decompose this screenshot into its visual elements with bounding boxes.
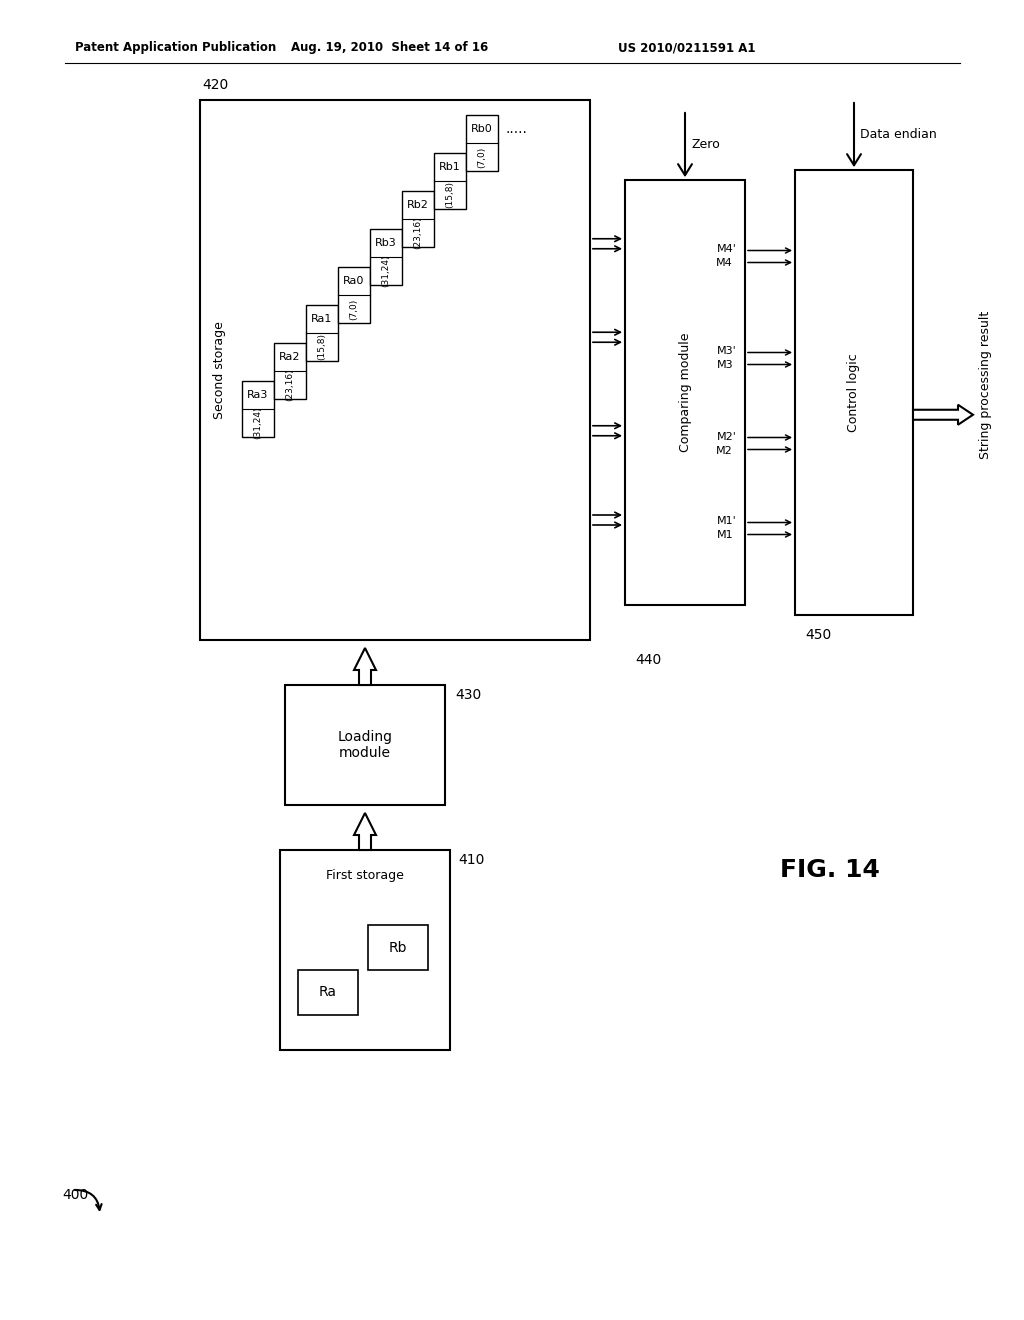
- Text: (15,8): (15,8): [445, 181, 455, 209]
- Text: FIG. 14: FIG. 14: [780, 858, 880, 882]
- Text: M3': M3': [717, 346, 737, 356]
- Text: Control logic: Control logic: [848, 354, 860, 432]
- Bar: [306, 305, 338, 360]
- Text: (23,16): (23,16): [286, 368, 295, 401]
- Text: M1: M1: [717, 531, 733, 540]
- Text: Ra1: Ra1: [311, 314, 333, 323]
- Bar: [242, 381, 274, 437]
- Text: M4': M4': [717, 244, 737, 255]
- Bar: [466, 115, 498, 172]
- Text: (31,24): (31,24): [382, 255, 390, 288]
- Bar: [625, 180, 745, 605]
- Text: 450: 450: [805, 628, 831, 642]
- Text: (23,16): (23,16): [414, 216, 423, 249]
- Bar: [200, 100, 590, 640]
- Bar: [285, 685, 445, 805]
- Text: Rb1: Rb1: [439, 162, 461, 172]
- Text: Comparing module: Comparing module: [679, 333, 691, 453]
- Polygon shape: [354, 648, 376, 685]
- Text: M4: M4: [716, 259, 733, 268]
- Text: Zero: Zero: [691, 139, 720, 152]
- Text: Loading
module: Loading module: [338, 730, 392, 760]
- Text: M1': M1': [717, 516, 737, 527]
- Text: Rb0: Rb0: [471, 124, 493, 135]
- Text: (7,0): (7,0): [477, 147, 486, 168]
- Bar: [338, 267, 370, 323]
- Text: M3: M3: [717, 360, 733, 371]
- Bar: [298, 970, 358, 1015]
- Text: Ra2: Ra2: [280, 352, 301, 362]
- Text: First storage: First storage: [326, 869, 403, 882]
- Text: Rb: Rb: [389, 940, 408, 954]
- Text: .....: .....: [505, 121, 527, 136]
- Bar: [370, 228, 402, 285]
- Text: Data endian: Data endian: [860, 128, 937, 141]
- Bar: [280, 850, 450, 1049]
- Text: 420: 420: [202, 78, 228, 92]
- Text: (7,0): (7,0): [349, 298, 358, 319]
- Bar: [274, 343, 306, 399]
- Text: (31,24): (31,24): [254, 407, 262, 440]
- Text: M2: M2: [716, 446, 733, 455]
- Text: Ra3: Ra3: [248, 389, 268, 400]
- Text: Aug. 19, 2010  Sheet 14 of 16: Aug. 19, 2010 Sheet 14 of 16: [292, 41, 488, 54]
- Text: Ra0: Ra0: [343, 276, 365, 286]
- Text: Ra: Ra: [319, 986, 337, 999]
- Text: M2': M2': [717, 432, 737, 441]
- Text: String processing result: String processing result: [979, 310, 992, 459]
- Text: US 2010/0211591 A1: US 2010/0211591 A1: [618, 41, 756, 54]
- Polygon shape: [354, 813, 376, 850]
- Text: 400: 400: [62, 1188, 88, 1203]
- Bar: [795, 170, 913, 615]
- Bar: [434, 153, 466, 209]
- Text: Rb3: Rb3: [375, 238, 397, 248]
- Text: (15,8): (15,8): [317, 334, 327, 360]
- Text: 430: 430: [455, 688, 481, 702]
- Text: Rb2: Rb2: [408, 201, 429, 210]
- Text: Patent Application Publication: Patent Application Publication: [75, 41, 276, 54]
- Polygon shape: [913, 405, 973, 425]
- Text: 410: 410: [458, 853, 484, 867]
- Bar: [402, 191, 434, 247]
- Bar: [368, 925, 428, 970]
- Text: 440: 440: [635, 653, 662, 667]
- Text: Second storage: Second storage: [213, 321, 226, 418]
